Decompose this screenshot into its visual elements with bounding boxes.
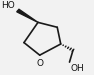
Text: O: O <box>36 59 43 68</box>
Polygon shape <box>17 9 38 22</box>
Text: OH: OH <box>70 64 84 73</box>
Text: HO: HO <box>2 1 15 10</box>
